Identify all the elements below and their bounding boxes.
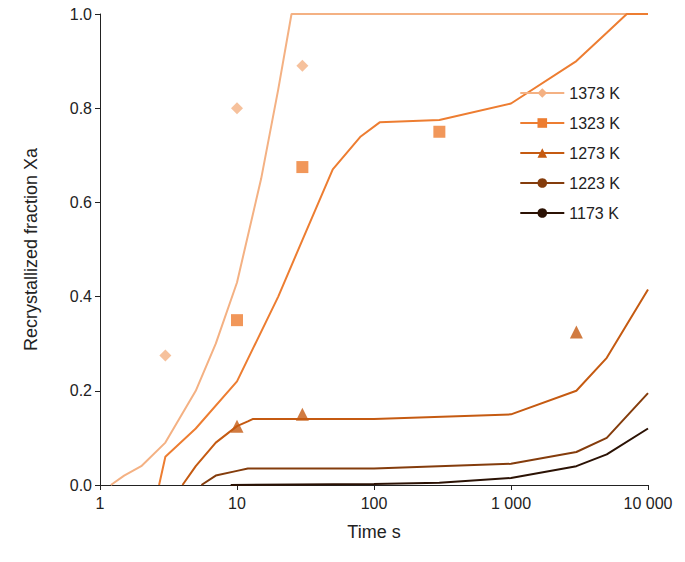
svg-text:100: 100 bbox=[361, 495, 388, 512]
svg-text:1373 K: 1373 K bbox=[569, 85, 620, 102]
svg-text:1173 K: 1173 K bbox=[569, 205, 619, 222]
svg-text:1: 1 bbox=[96, 495, 105, 512]
svg-text:0.4: 0.4 bbox=[70, 288, 92, 305]
svg-text:0.2: 0.2 bbox=[70, 382, 92, 399]
svg-text:1 000: 1 000 bbox=[491, 495, 531, 512]
svg-text:0.6: 0.6 bbox=[70, 194, 92, 211]
svg-text:1223 K: 1223 K bbox=[569, 175, 620, 192]
svg-text:Time s: Time s bbox=[347, 522, 400, 542]
svg-text:10: 10 bbox=[228, 495, 246, 512]
svg-text:1323 K: 1323 K bbox=[569, 115, 620, 132]
svg-text:1273 K: 1273 K bbox=[569, 145, 620, 162]
svg-text:0.8: 0.8 bbox=[70, 100, 92, 117]
svg-text:Recrystallized fraction Xa: Recrystallized fraction Xa bbox=[21, 147, 41, 351]
svg-text:10 000: 10 000 bbox=[624, 495, 673, 512]
svg-text:0.0: 0.0 bbox=[70, 477, 92, 494]
svg-text:1.0: 1.0 bbox=[70, 6, 92, 23]
